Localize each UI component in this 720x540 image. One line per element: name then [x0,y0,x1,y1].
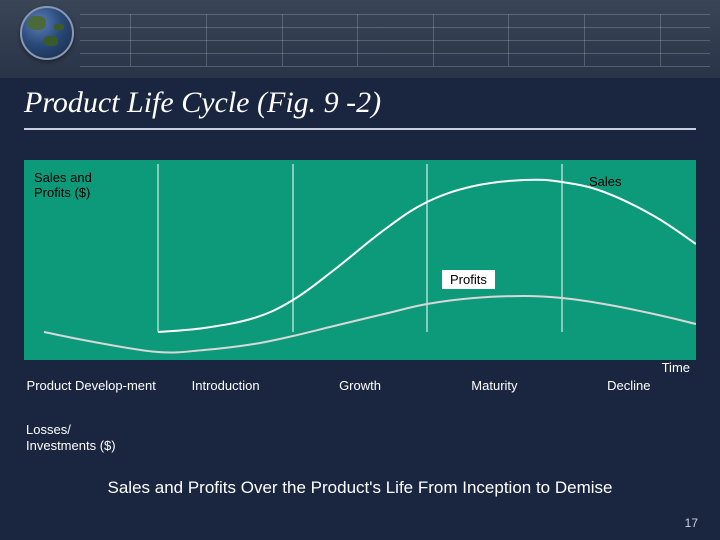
stage-label: Introduction [158,378,292,393]
profits-series-label: Profits [442,270,495,289]
stage-label: Product Develop-ment [24,378,158,393]
stage-label: Growth [293,378,427,393]
page-number: 17 [685,516,698,530]
chart-svg [24,160,696,360]
stage-label: Decline [562,378,696,393]
sales-series-label: Sales [589,174,622,189]
stage-label: Maturity [427,378,561,393]
neg-y-axis-label: Losses/ Investments ($) [26,422,116,455]
globe-icon [20,6,74,60]
map-grid [80,14,710,66]
y-axis-label: Sales and Profits ($) [34,170,92,200]
header-band [0,0,720,78]
stage-labels-row: Product Develop-ment Introduction Growth… [24,378,696,393]
profits-curve [44,296,696,352]
plc-chart: Sales and Profits ($) Sales Profits [24,160,696,360]
slide-subtitle: Sales and Profits Over the Product's Lif… [24,478,696,498]
x-axis-label: Time [662,360,690,375]
slide-title: Product Life Cycle (Fig. 9 -2) [24,86,696,130]
